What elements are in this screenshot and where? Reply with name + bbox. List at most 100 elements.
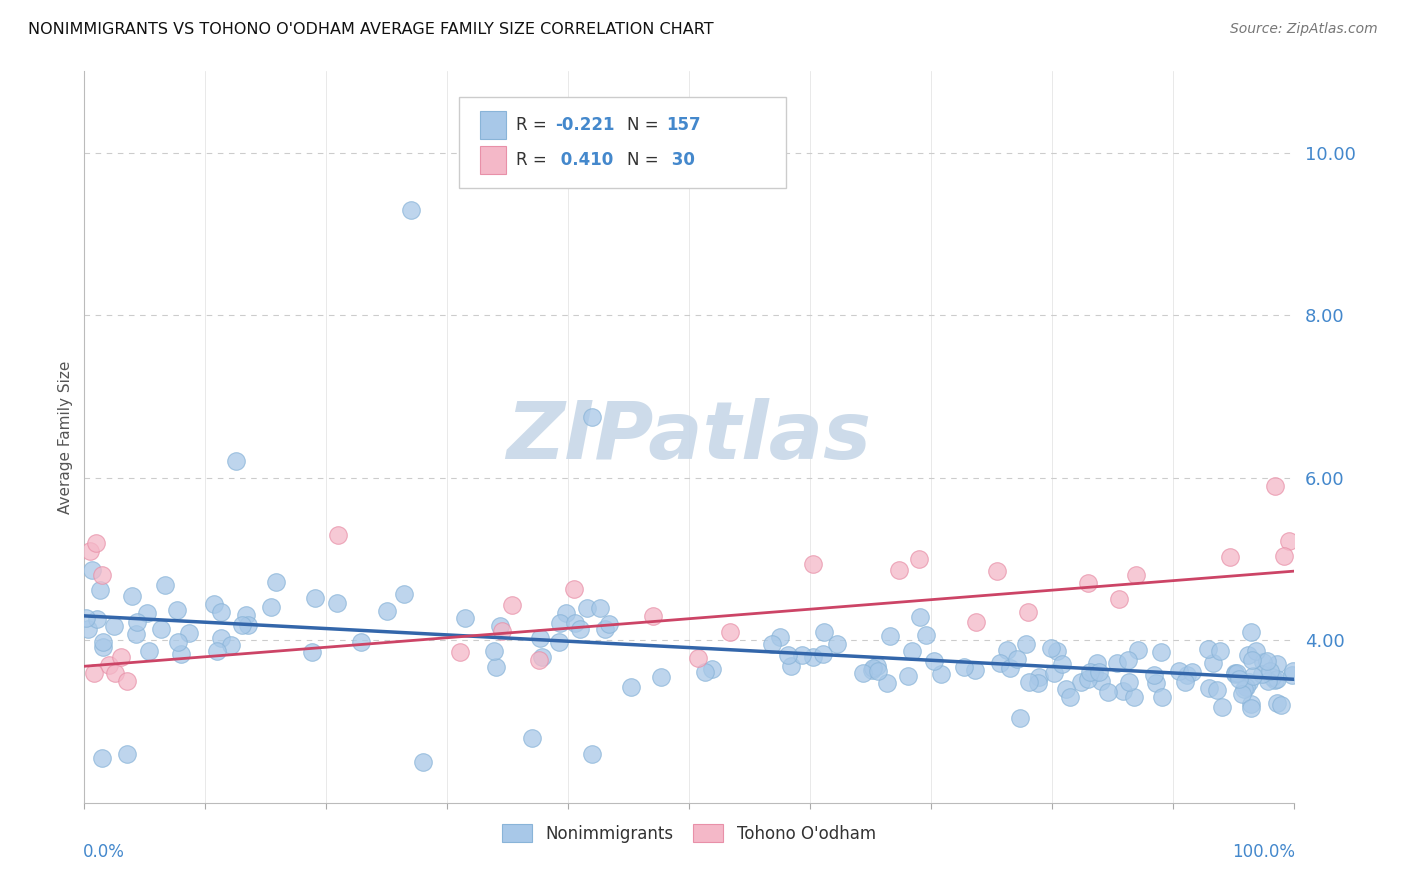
Point [1043,665,1066,680]
Point [485,660,508,674]
Point [1219,549,1241,564]
Point [491,624,513,638]
Point [1281,668,1303,682]
Point [1282,664,1305,678]
Point [1223,666,1246,681]
Point [953,659,976,673]
Point [900,644,922,658]
Point [641,608,664,623]
Point [929,666,952,681]
Point [89,582,111,597]
Point [995,643,1018,657]
Point [225,454,247,468]
Point [562,582,585,596]
Point [1118,653,1140,667]
Point [564,615,586,630]
Point [1046,644,1069,658]
Point [82,563,104,577]
Point [988,656,1011,670]
Point [1230,687,1253,701]
Point [1077,672,1099,686]
Bar [479,146,506,174]
Text: -0.221: -0.221 [555,116,614,134]
Point [1125,568,1147,582]
Point [1118,674,1140,689]
Point [110,649,132,664]
Point [581,747,603,761]
Point [1128,643,1150,657]
Point [1026,675,1049,690]
Point [1197,641,1219,656]
Point [720,625,742,640]
Point [264,575,287,590]
Point [1077,576,1099,591]
Point [1015,637,1038,651]
Point [1028,670,1050,684]
Point [761,637,783,651]
Point [801,557,824,571]
Point [1257,674,1279,689]
Point [1250,666,1272,681]
Point [581,409,603,424]
Point [693,665,716,679]
Point [1152,690,1174,704]
Point [700,662,723,676]
Point [83,665,105,680]
Point [86,612,108,626]
Point [501,598,523,612]
Point [550,616,572,631]
Point [166,634,188,648]
Point [769,630,792,644]
Point [1144,676,1167,690]
Point [1265,697,1288,711]
Text: R =: R = [516,116,553,134]
Point [1278,534,1301,549]
Point [301,645,323,659]
Point [104,665,127,680]
Point [1241,669,1264,683]
Text: NONIMMIGRANTS VS TOHONO O'ODHAM AVERAGE FAMILY SIZE CORRELATION CHART: NONIMMIGRANTS VS TOHONO O'ODHAM AVERAGE … [28,22,714,37]
Point [91,568,114,582]
Point [924,654,946,668]
Point [1175,667,1198,681]
Point [170,647,193,661]
Point [1211,700,1233,714]
Point [103,619,125,633]
Point [897,668,920,682]
Point [1265,672,1288,686]
Point [1005,652,1028,666]
Point [93,634,115,648]
Point [915,628,938,642]
Point [91,751,114,765]
Point [209,605,232,619]
Point [1080,665,1102,680]
Point [1240,624,1263,639]
Point [79,544,101,558]
Point [529,653,551,667]
Point [1054,681,1077,696]
Point [1105,657,1128,671]
Point [1097,685,1119,699]
Point [548,635,571,649]
Point [589,600,612,615]
Text: N =: N = [627,151,664,169]
Point [166,603,188,617]
Point [1083,665,1105,680]
Point [1087,665,1109,679]
Text: 30: 30 [666,151,695,169]
Point [779,658,801,673]
Point [852,665,875,680]
Point [520,731,543,745]
Point [1202,657,1225,671]
Point [866,664,889,678]
Point [825,637,848,651]
Point [412,755,434,769]
Point [908,610,931,624]
Point [260,599,283,614]
Point [776,648,799,662]
Point [1167,664,1189,678]
Legend: Nonimmigrants, Tohono O'odham: Nonimmigrants, Tohono O'odham [495,818,883,849]
Bar [479,111,506,138]
Point [399,202,422,217]
Point [219,639,242,653]
